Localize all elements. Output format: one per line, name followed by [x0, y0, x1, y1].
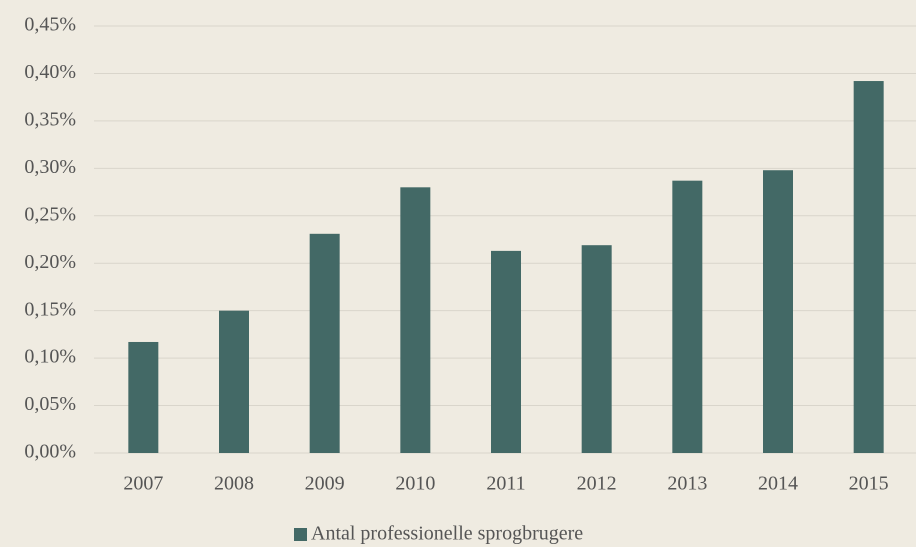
bar [491, 250, 521, 453]
y-tick-label: 0,05% [24, 393, 76, 415]
bar [309, 233, 340, 453]
y-tick-label: 0,10% [24, 346, 76, 368]
y-tick-label: 0,20% [24, 251, 76, 273]
x-tick-label: 2011 [486, 473, 525, 495]
y-tick-label: 0,15% [24, 298, 76, 320]
x-tick-label: 2010 [395, 473, 435, 495]
legend-label: Antal professionelle sprogbrugere [311, 523, 583, 545]
bar [219, 310, 249, 453]
y-tick-label: 0,35% [24, 108, 76, 130]
x-tick-label: 2012 [577, 473, 617, 495]
bar [128, 341, 159, 453]
legend-swatch [294, 528, 307, 541]
x-tick-label: 2008 [214, 473, 254, 495]
x-tick-label: 2013 [667, 473, 707, 495]
bar [581, 245, 612, 453]
x-tick-label: 2009 [305, 473, 345, 495]
bar [672, 180, 703, 453]
bar [763, 170, 793, 453]
y-tick-label: 0,40% [24, 61, 76, 83]
x-tick-label: 2014 [758, 473, 798, 495]
bar [853, 81, 884, 453]
y-tick-label: 0,45% [24, 14, 76, 36]
y-tick-label: 0,30% [24, 156, 76, 178]
x-tick-label: 2015 [849, 473, 889, 495]
x-tick-label: 2007 [123, 473, 163, 495]
y-tick-label: 0,25% [24, 203, 76, 225]
bar [400, 187, 431, 454]
y-tick-label: 0,00% [24, 441, 76, 463]
